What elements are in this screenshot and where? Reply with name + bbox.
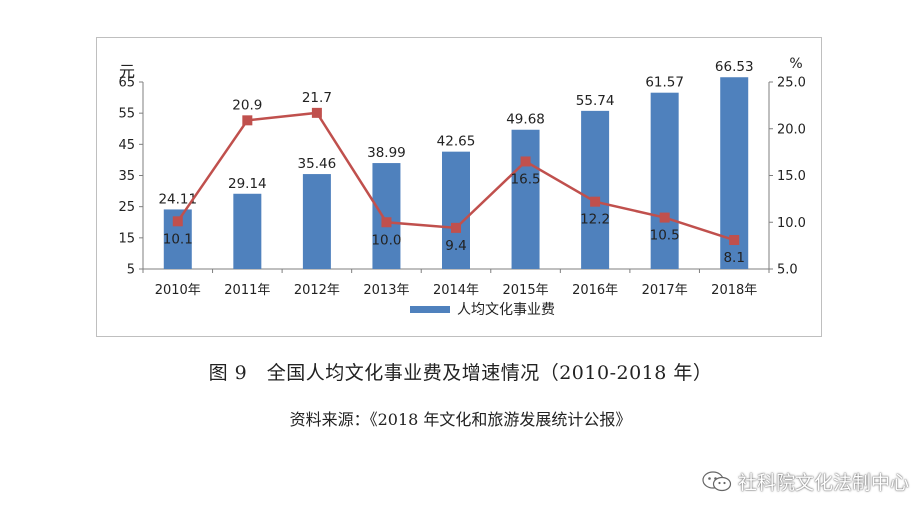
bar-value-label: 29.14 [228, 176, 267, 192]
bar-value-label: 24.11 [158, 191, 197, 207]
right-tick-label: 25.0 [777, 76, 806, 91]
growth-value-label: 10.0 [371, 232, 401, 248]
bar-value-label: 38.99 [367, 145, 406, 161]
growth-point [381, 217, 392, 228]
left-tick-label: 65 [118, 76, 135, 91]
growth-value-label: 10.1 [163, 231, 193, 247]
right-tick-label: 10.0 [777, 216, 806, 231]
growth-value-label: 10.5 [650, 228, 680, 244]
left-tick-label: 15 [118, 231, 135, 246]
growth-value-label: 12.2 [580, 212, 610, 228]
left-tick-label: 35 [118, 169, 135, 184]
bar [511, 129, 540, 269]
left-tick-label: 5 [127, 263, 135, 278]
x-tick-label: 2016年 [572, 283, 618, 298]
bar [233, 193, 262, 269]
bar-value-label: 66.53 [715, 59, 754, 75]
left-tick-label: 25 [118, 200, 135, 215]
bar [372, 163, 401, 269]
x-tick-label: 2018年 [711, 283, 757, 298]
bar [442, 151, 470, 269]
bar [302, 174, 331, 269]
bar-value-label: 49.68 [506, 112, 545, 128]
source-note: 资料来源：《2018 年文化和旅游发展统计公报》 [289, 410, 632, 429]
x-tick-label: 2015年 [503, 283, 549, 298]
growth-point [242, 115, 253, 126]
growth-point [451, 222, 461, 233]
x-tick-label: 2011年 [224, 283, 270, 298]
left-tick-label: 45 [118, 138, 135, 153]
x-tick-label: 2014年 [433, 283, 479, 298]
legend-swatch [410, 306, 450, 313]
growth-point [590, 196, 601, 207]
bar-value-label: 55.74 [576, 93, 615, 109]
right-tick-label: 20.0 [777, 122, 806, 137]
growth-value-label: 9.4 [445, 238, 466, 254]
wechat-icon [702, 470, 732, 491]
growth-value-label: 21.7 [302, 90, 332, 106]
growth-point [172, 216, 183, 227]
growth-point [659, 212, 670, 223]
chart-frame: 5 15 25 35 45 55 65 元 5.0 10.0 15.0 20.0 25.0% 2010年 2… [96, 37, 822, 337]
x-tick-label: 2013年 [363, 283, 409, 298]
watermark-text: 社科院文化法制中心 [737, 472, 909, 494]
growth-point [729, 235, 740, 246]
bar [581, 110, 610, 269]
bar [650, 92, 679, 269]
legend-label: 人均文化事业费 [457, 302, 555, 318]
x-tick-label: 2010年 [155, 283, 201, 298]
x-tick-label: 2012年 [294, 283, 340, 298]
right-tick-label: 5.0 [777, 263, 798, 278]
growth-point [311, 107, 322, 118]
combo-chart: 5 15 25 35 45 55 65元 5.0 10.0 15.0 20.0 25.0% 2010年 2… [118, 56, 806, 318]
right-axis-unit: % [789, 56, 802, 72]
bar-value-label: 35.46 [298, 156, 337, 172]
bar-value-label: 42.65 [437, 134, 476, 150]
bar-value-label: 61.57 [645, 75, 684, 91]
watermark: 社科院文化法制中心 [702, 468, 909, 495]
x-tick-label: 2017年 [642, 283, 688, 298]
growth-value-label: 20.9 [232, 97, 262, 113]
growth-value-label: 8.1 [723, 250, 744, 266]
right-tick-label: 15.0 [777, 169, 806, 184]
figure-caption: 图 9 全国人均文化事业费及增速情况（2010-2018 年） [208, 362, 713, 384]
left-tick-label: 55 [118, 107, 135, 122]
left-axis-unit: 元 [119, 62, 135, 81]
growth-point [520, 156, 531, 167]
growth-value-label: 16.5 [511, 171, 541, 187]
